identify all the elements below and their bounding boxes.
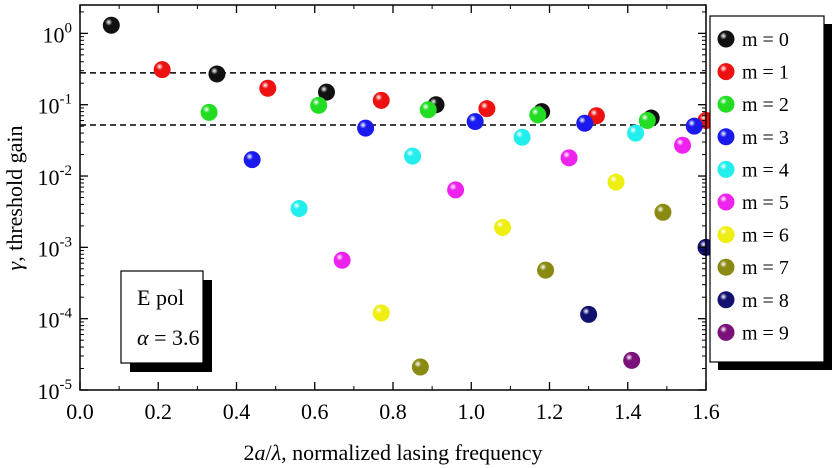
legend-marker (717, 95, 735, 113)
data-point (537, 261, 555, 279)
data-point (404, 147, 422, 165)
x-tick-labels: 0.0 0.2 0.4 0.6 0.8 1.0 1.2 1.4 1.6 (66, 399, 720, 424)
legend-marker (717, 30, 735, 48)
data-point (576, 114, 594, 132)
data-point (419, 101, 437, 119)
data-point (208, 65, 226, 83)
data-point (627, 124, 645, 142)
x-axis-label-slash: / (265, 440, 272, 465)
legend-label: m = 5 (742, 192, 789, 214)
y-tick-label: 10-5 (38, 377, 73, 404)
legend-marker (717, 258, 735, 276)
y-axis-label-rest: , threshold gain (2, 126, 27, 262)
x-axis-label-a: a (254, 440, 265, 465)
data-point (102, 16, 120, 34)
y-tick-label: 10-3 (38, 234, 73, 261)
annotation-alpha-value: = 3.6 (149, 325, 200, 350)
data-point (685, 117, 703, 135)
legend-marker (717, 160, 735, 178)
x-tick-label: 0.8 (379, 399, 407, 424)
y-tick-label: 10-2 (38, 163, 73, 190)
data-point (478, 100, 496, 118)
legend: m = 0 m = 1 m = 2 m = 3 m = 4 m = 5 m = 6 m = 7… (709, 15, 832, 370)
y-axis-label-gamma: γ (2, 260, 27, 270)
data-point (200, 103, 218, 121)
x-tick-label: 0.0 (66, 399, 94, 424)
x-tick-label: 1.0 (458, 399, 486, 424)
data-point (623, 351, 641, 369)
x-tick-label: 1.6 (692, 399, 720, 424)
y-tick-label: 100 (43, 20, 73, 47)
axis-ticks (79, 5, 707, 391)
data-point (372, 91, 390, 109)
x-tick-label: 0.2 (145, 399, 173, 424)
annotation-alpha: α = 3.6 (137, 325, 199, 350)
y-tick-label: 10-1 (38, 92, 73, 119)
legend-items: m = 0 m = 1 m = 2 m = 3 m = 4 m = 5 m = 6 m = 7… (717, 29, 789, 344)
data-point (317, 83, 335, 101)
x-tick-label: 1.2 (536, 399, 564, 424)
x-axis-label-rest: , normalized lasing frequency (281, 440, 542, 465)
data-points (102, 16, 715, 376)
data-point (529, 106, 547, 124)
data-point (357, 119, 375, 137)
legend-marker (717, 291, 735, 309)
legend-label: m = 7 (742, 257, 789, 279)
legend-label: m = 2 (742, 94, 789, 116)
x-axis-label-num: 2 (243, 440, 254, 465)
x-tick-label: 0.6 (301, 399, 329, 424)
legend-label: m = 8 (742, 290, 789, 312)
y-axis-label: γ, threshold gain (2, 126, 27, 271)
data-point (372, 304, 390, 322)
data-point (153, 61, 171, 79)
data-point (607, 173, 625, 191)
data-point (560, 149, 578, 167)
annotation-polarization: E pol (137, 285, 184, 310)
legend-label: m = 3 (742, 127, 789, 149)
legend-marker (717, 226, 735, 244)
annotation-box: E pol α = 3.6 (120, 270, 212, 372)
y-tick-labels: 100 10-1 10-2 10-3 10-4 10-5 (38, 20, 73, 404)
legend-marker (717, 63, 735, 81)
data-point (466, 113, 484, 131)
y-tick-label: 10-4 (38, 306, 73, 333)
legend-label: m = 1 (742, 62, 789, 84)
legend-label: m = 6 (742, 225, 789, 247)
data-point (411, 358, 429, 376)
data-point (580, 305, 598, 323)
x-tick-label: 0.4 (223, 399, 251, 424)
data-point (494, 218, 512, 236)
reference-lines (80, 72, 706, 126)
data-point (674, 136, 692, 154)
legend-marker (717, 323, 735, 341)
legend-marker (717, 128, 735, 146)
data-point (243, 151, 261, 169)
annotation-box-frame (120, 270, 204, 364)
data-point (513, 128, 531, 146)
x-tick-label: 1.4 (614, 399, 642, 424)
data-point (290, 200, 308, 218)
data-point (259, 79, 277, 97)
legend-label: m = 0 (742, 29, 789, 51)
x-axis-label-lambda: λ (271, 440, 282, 465)
legend-label: m = 9 (742, 322, 789, 344)
x-axis-label: 2a/λ, normalized lasing frequency (243, 440, 542, 465)
data-point (333, 251, 351, 269)
annotation-alpha-symbol: α (137, 325, 149, 350)
legend-marker (717, 193, 735, 211)
legend-label: m = 4 (742, 159, 789, 181)
data-point (447, 181, 465, 199)
data-point (310, 96, 328, 114)
data-point (654, 203, 672, 221)
data-point (638, 112, 656, 130)
